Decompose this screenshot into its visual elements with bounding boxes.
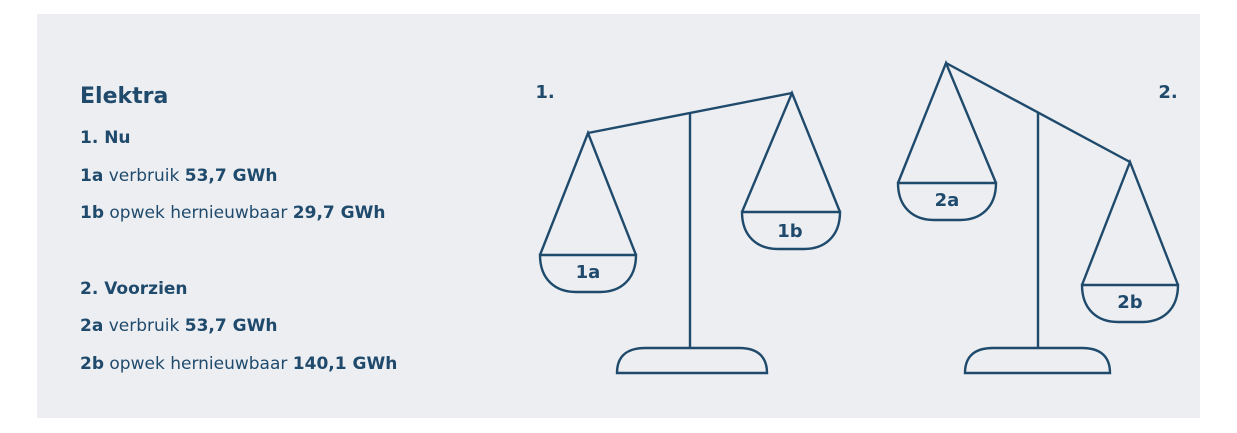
- pan-label: 2b: [1117, 292, 1143, 313]
- scale: 2. 2a 2b: [898, 63, 1178, 373]
- base: [965, 348, 1110, 373]
- scales: 1. 1a 1b 2. 2a 2b: [0, 0, 1237, 433]
- pan-strings: [540, 133, 636, 255]
- pan-strings: [742, 93, 840, 212]
- pan-label: 2a: [935, 190, 960, 211]
- base: [617, 348, 767, 373]
- pan-strings: [1082, 162, 1178, 285]
- page: {"legend": {"title": "Elektra", "groups"…: [0, 0, 1237, 433]
- scale: 1. 1a 1b: [535, 82, 840, 373]
- pan-label: 1a: [576, 262, 601, 283]
- scale-label: 2.: [1158, 82, 1177, 103]
- scale-label: 1.: [535, 82, 554, 103]
- pan-label: 1b: [777, 221, 803, 242]
